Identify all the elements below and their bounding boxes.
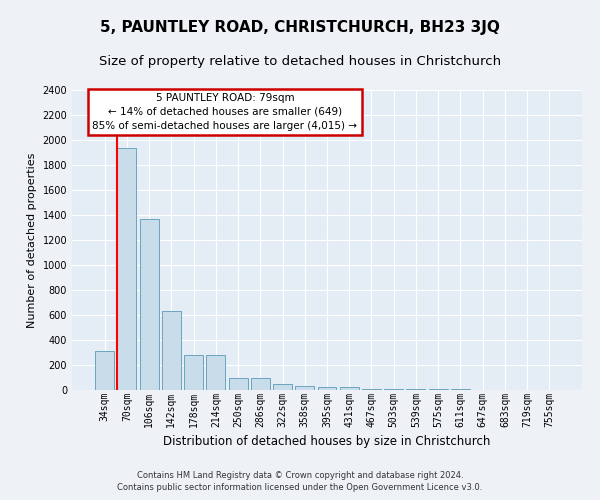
Text: Contains public sector information licensed under the Open Government Licence v3: Contains public sector information licen… [118,484,482,492]
X-axis label: Distribution of detached houses by size in Christchurch: Distribution of detached houses by size … [163,435,491,448]
Text: 5 PAUNTLEY ROAD: 79sqm
← 14% of detached houses are smaller (649)
85% of semi-de: 5 PAUNTLEY ROAD: 79sqm ← 14% of detached… [92,93,358,131]
Text: Contains HM Land Registry data © Crown copyright and database right 2024.: Contains HM Land Registry data © Crown c… [137,471,463,480]
Bar [140,219,158,390]
Bar [229,378,248,390]
Y-axis label: Number of detached properties: Number of detached properties [27,152,37,328]
Bar [251,378,270,390]
Bar [295,386,314,390]
Bar [184,355,203,390]
Bar [362,389,381,390]
Bar [317,387,337,390]
Bar [95,351,114,390]
Bar [340,387,359,390]
Text: Size of property relative to detached houses in Christchurch: Size of property relative to detached ho… [99,55,501,68]
Bar [118,148,136,390]
Bar [206,355,225,390]
Bar [273,384,292,390]
Text: 5, PAUNTLEY ROAD, CHRISTCHURCH, BH23 3JQ: 5, PAUNTLEY ROAD, CHRISTCHURCH, BH23 3JQ [100,20,500,35]
Bar [162,311,181,390]
